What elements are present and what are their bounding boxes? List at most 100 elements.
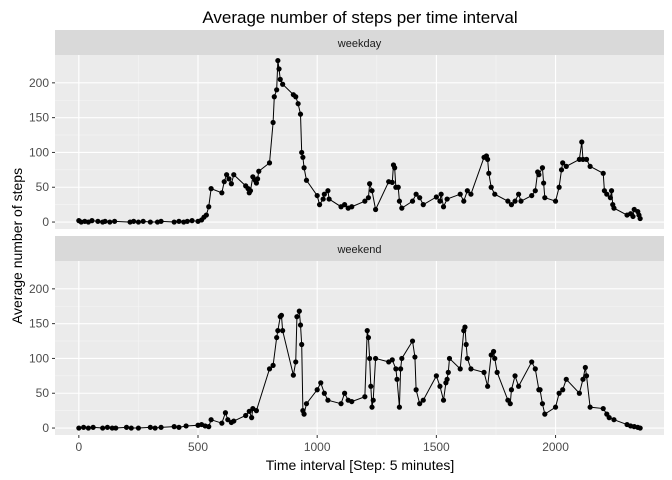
data-point <box>111 218 118 224</box>
data-point <box>128 425 134 431</box>
data-point <box>85 425 91 431</box>
data-point <box>318 380 324 386</box>
x-axis-ticks: 0 500 1000 1500 2000 <box>75 435 569 454</box>
data-point <box>275 328 281 334</box>
data-point <box>413 387 419 393</box>
data-point <box>222 410 229 416</box>
data-point <box>604 191 610 197</box>
data-point <box>409 198 416 204</box>
data-point <box>280 328 286 334</box>
data-point <box>576 390 582 396</box>
data-point <box>280 81 286 87</box>
data-point <box>171 219 177 225</box>
data-point <box>488 184 494 190</box>
data-point <box>576 156 582 162</box>
data-point <box>492 355 498 362</box>
data-point <box>171 424 177 430</box>
data-point <box>152 425 158 431</box>
data-point <box>367 181 373 187</box>
y-tick-label: 50 <box>36 180 50 194</box>
data-point <box>600 405 606 412</box>
data-point <box>224 172 230 178</box>
data-point <box>362 394 368 400</box>
data-point <box>463 341 469 348</box>
data-point <box>485 156 491 162</box>
strip-label-weekend: weekend <box>336 244 381 256</box>
data-point <box>219 190 225 196</box>
data-point <box>539 401 546 407</box>
data-point <box>389 357 395 363</box>
data-point <box>582 364 588 371</box>
data-point <box>247 188 254 194</box>
data-point <box>365 334 372 341</box>
data-point <box>437 198 443 204</box>
data-point <box>485 383 491 389</box>
data-point <box>293 94 299 100</box>
data-point <box>389 179 395 185</box>
x-tick-label: 2000 <box>542 440 569 454</box>
data-point <box>560 387 566 393</box>
data-point <box>231 172 237 178</box>
y-axis-ticks-weekend: 0 50 100 150 200 <box>29 282 55 435</box>
data-point <box>529 359 535 365</box>
strip-weekend <box>55 236 664 261</box>
data-point <box>462 324 468 330</box>
y-tick-label: 100 <box>29 351 49 365</box>
panel-weekday: weekday 0 50 100 150 200 <box>29 30 664 229</box>
data-point <box>409 338 416 344</box>
data-point <box>412 354 418 360</box>
data-point <box>107 219 113 225</box>
data-point <box>542 411 548 417</box>
data-point <box>399 205 405 211</box>
data-point <box>290 372 296 378</box>
data-point <box>296 308 302 314</box>
data-point <box>369 188 375 194</box>
data-point <box>183 423 189 429</box>
data-point <box>552 404 559 410</box>
data-point <box>398 366 404 372</box>
data-point <box>81 424 87 430</box>
data-point <box>274 334 280 341</box>
data-point <box>76 425 82 431</box>
data-point <box>135 219 142 225</box>
data-point <box>563 376 569 382</box>
data-point <box>490 348 497 355</box>
data-point <box>299 149 305 156</box>
data-point <box>486 170 492 176</box>
chart-title: Average number of steps per time interva… <box>202 8 517 27</box>
data-point <box>147 219 153 225</box>
data-point <box>552 198 559 204</box>
data-point <box>529 192 535 199</box>
data-point <box>444 376 450 382</box>
data-point <box>249 415 255 421</box>
data-point <box>89 218 95 224</box>
data-point <box>102 218 108 224</box>
y-tick-label: 0 <box>42 215 49 229</box>
data-point <box>446 355 453 362</box>
data-point <box>457 191 463 197</box>
data-point <box>481 369 487 375</box>
data-point <box>184 218 190 224</box>
data-point <box>131 218 137 224</box>
data-point <box>270 119 276 126</box>
data-point <box>303 177 310 183</box>
data-point <box>301 411 307 417</box>
data-point <box>135 425 142 431</box>
data-point <box>342 202 348 208</box>
data-point <box>607 195 613 201</box>
data-point <box>277 76 283 82</box>
data-point <box>468 366 474 372</box>
data-point <box>579 139 585 145</box>
data-point <box>537 387 543 393</box>
data-point <box>542 195 548 201</box>
data-point <box>392 165 398 171</box>
data-point <box>370 397 376 403</box>
data-point <box>176 218 182 224</box>
data-point <box>608 188 615 194</box>
y-tick-label: 0 <box>42 421 49 435</box>
data-point <box>508 387 515 393</box>
data-point <box>440 397 447 403</box>
data-point <box>109 425 115 431</box>
data-point <box>365 195 372 201</box>
gridlines-weekday <box>55 55 664 229</box>
